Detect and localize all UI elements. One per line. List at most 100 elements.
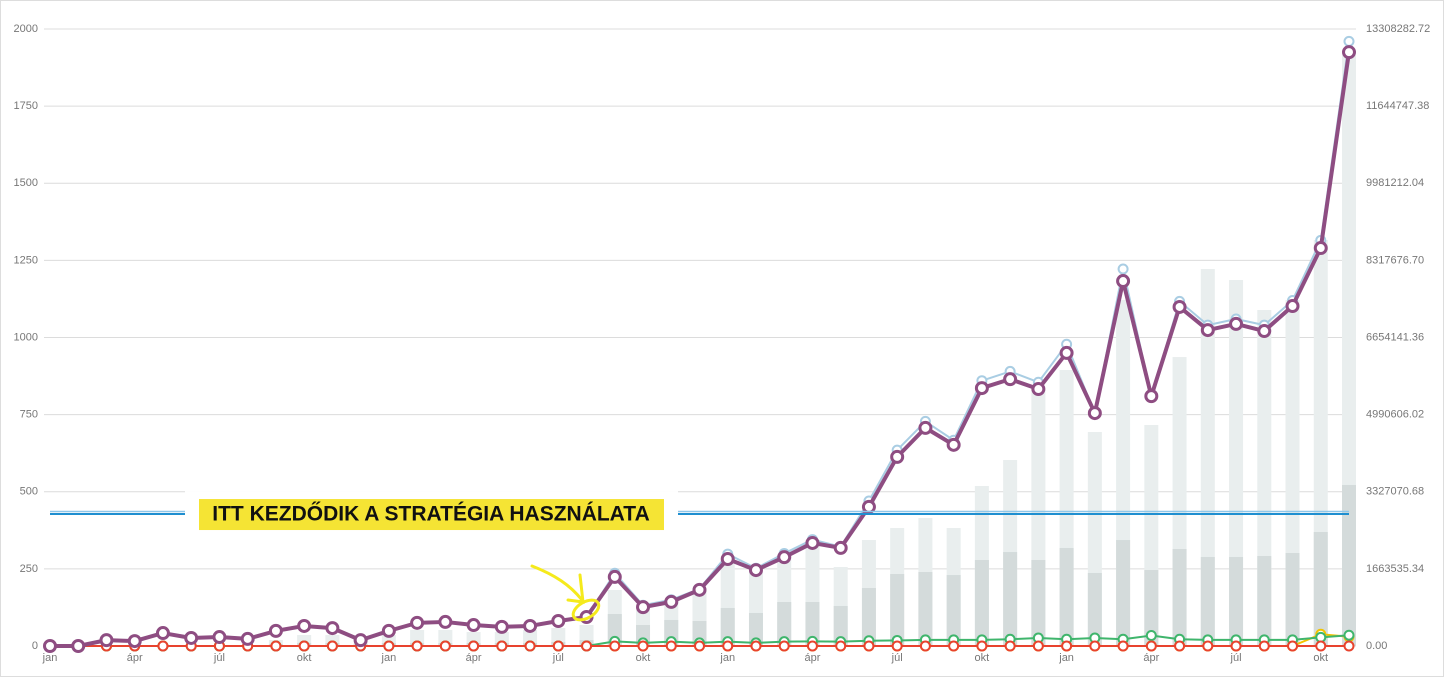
- bar: [1087, 572, 1102, 646]
- bar: [1257, 556, 1272, 646]
- point: [835, 640, 847, 652]
- point: [1200, 323, 1215, 338]
- y2-tick-label: 1663535.34: [1366, 563, 1424, 575]
- x-tick-label: júl: [213, 652, 225, 664]
- point: [411, 640, 423, 652]
- point: [1089, 640, 1101, 652]
- point: [1003, 372, 1018, 387]
- point: [974, 381, 989, 396]
- x-tick-label: júl: [891, 652, 903, 664]
- point: [692, 582, 707, 597]
- arrow-stroke: [530, 564, 584, 602]
- x-tick-label: júl: [1230, 652, 1242, 664]
- point: [270, 640, 282, 652]
- bar: [1144, 570, 1159, 646]
- point: [1116, 274, 1131, 289]
- point: [861, 499, 876, 514]
- x-tick-label: ápr: [466, 652, 482, 664]
- point: [1257, 324, 1272, 339]
- point: [1172, 299, 1187, 314]
- point: [1145, 630, 1157, 642]
- point: [43, 639, 57, 653]
- bar: [890, 573, 905, 646]
- point: [524, 640, 536, 652]
- point: [1059, 345, 1074, 360]
- point: [694, 640, 705, 652]
- point: [748, 563, 763, 578]
- bar: [551, 628, 566, 646]
- point: [184, 630, 199, 645]
- point: [410, 615, 425, 630]
- point: [581, 640, 593, 652]
- point: [551, 614, 566, 629]
- x-tick-label: júl: [552, 652, 564, 664]
- bar: [1313, 531, 1328, 646]
- bar: [1229, 280, 1244, 646]
- x-tick-label: okt: [297, 652, 312, 664]
- point: [1343, 35, 1355, 47]
- point: [71, 639, 86, 653]
- y-tick-label: 500: [20, 486, 38, 498]
- point: [607, 569, 622, 584]
- point: [326, 640, 338, 652]
- point: [353, 633, 368, 648]
- bar: [1059, 547, 1074, 646]
- point: [496, 640, 508, 652]
- bar: [1342, 484, 1356, 646]
- point: [778, 640, 790, 652]
- point: [976, 640, 988, 652]
- point: [438, 614, 453, 629]
- y2-tick-label: 9981212.04: [1366, 177, 1424, 189]
- point: [1144, 389, 1159, 404]
- point: [297, 618, 312, 633]
- bar: [777, 602, 792, 646]
- x-tick-label: jan: [1058, 652, 1074, 664]
- point: [127, 634, 142, 649]
- y-tick-label: 1000: [14, 331, 38, 343]
- point: [919, 640, 931, 652]
- x-tick-label: okt: [1313, 652, 1328, 664]
- point: [1087, 406, 1102, 421]
- x-tick-label: okt: [636, 652, 651, 664]
- x-tick-label: ápr: [127, 652, 143, 664]
- point: [1342, 45, 1356, 60]
- point: [863, 640, 875, 652]
- point: [805, 535, 820, 550]
- circle-scribble: [571, 598, 601, 622]
- point: [637, 640, 649, 652]
- bar: [1031, 559, 1046, 646]
- y-tick-label: 750: [20, 409, 38, 421]
- point: [833, 540, 848, 555]
- point: [268, 623, 283, 638]
- point: [381, 623, 396, 638]
- point: [1117, 263, 1129, 275]
- point: [552, 640, 564, 652]
- point: [1229, 316, 1244, 331]
- bar: [1172, 549, 1187, 646]
- point: [466, 618, 481, 633]
- point: [890, 449, 905, 464]
- point: [1258, 640, 1270, 652]
- y2-tick-label: 11644747.38: [1366, 100, 1429, 112]
- point: [750, 640, 762, 652]
- y-tick-label: 1250: [14, 254, 38, 266]
- bar: [974, 559, 989, 646]
- point: [1061, 640, 1073, 652]
- bar: [1116, 540, 1131, 646]
- point: [212, 630, 227, 645]
- point: [468, 640, 480, 652]
- point: [155, 626, 170, 641]
- point: [99, 633, 114, 648]
- point: [946, 437, 961, 452]
- point: [609, 640, 621, 652]
- bar: [833, 605, 848, 646]
- x-tick-label: ápr: [1143, 652, 1159, 664]
- y2-tick-label: 0.00: [1366, 640, 1387, 652]
- bar: [946, 575, 961, 646]
- point: [1004, 640, 1016, 652]
- point: [720, 552, 735, 567]
- bar: [1200, 556, 1215, 646]
- y2-tick-label: 3327070.68: [1366, 486, 1424, 498]
